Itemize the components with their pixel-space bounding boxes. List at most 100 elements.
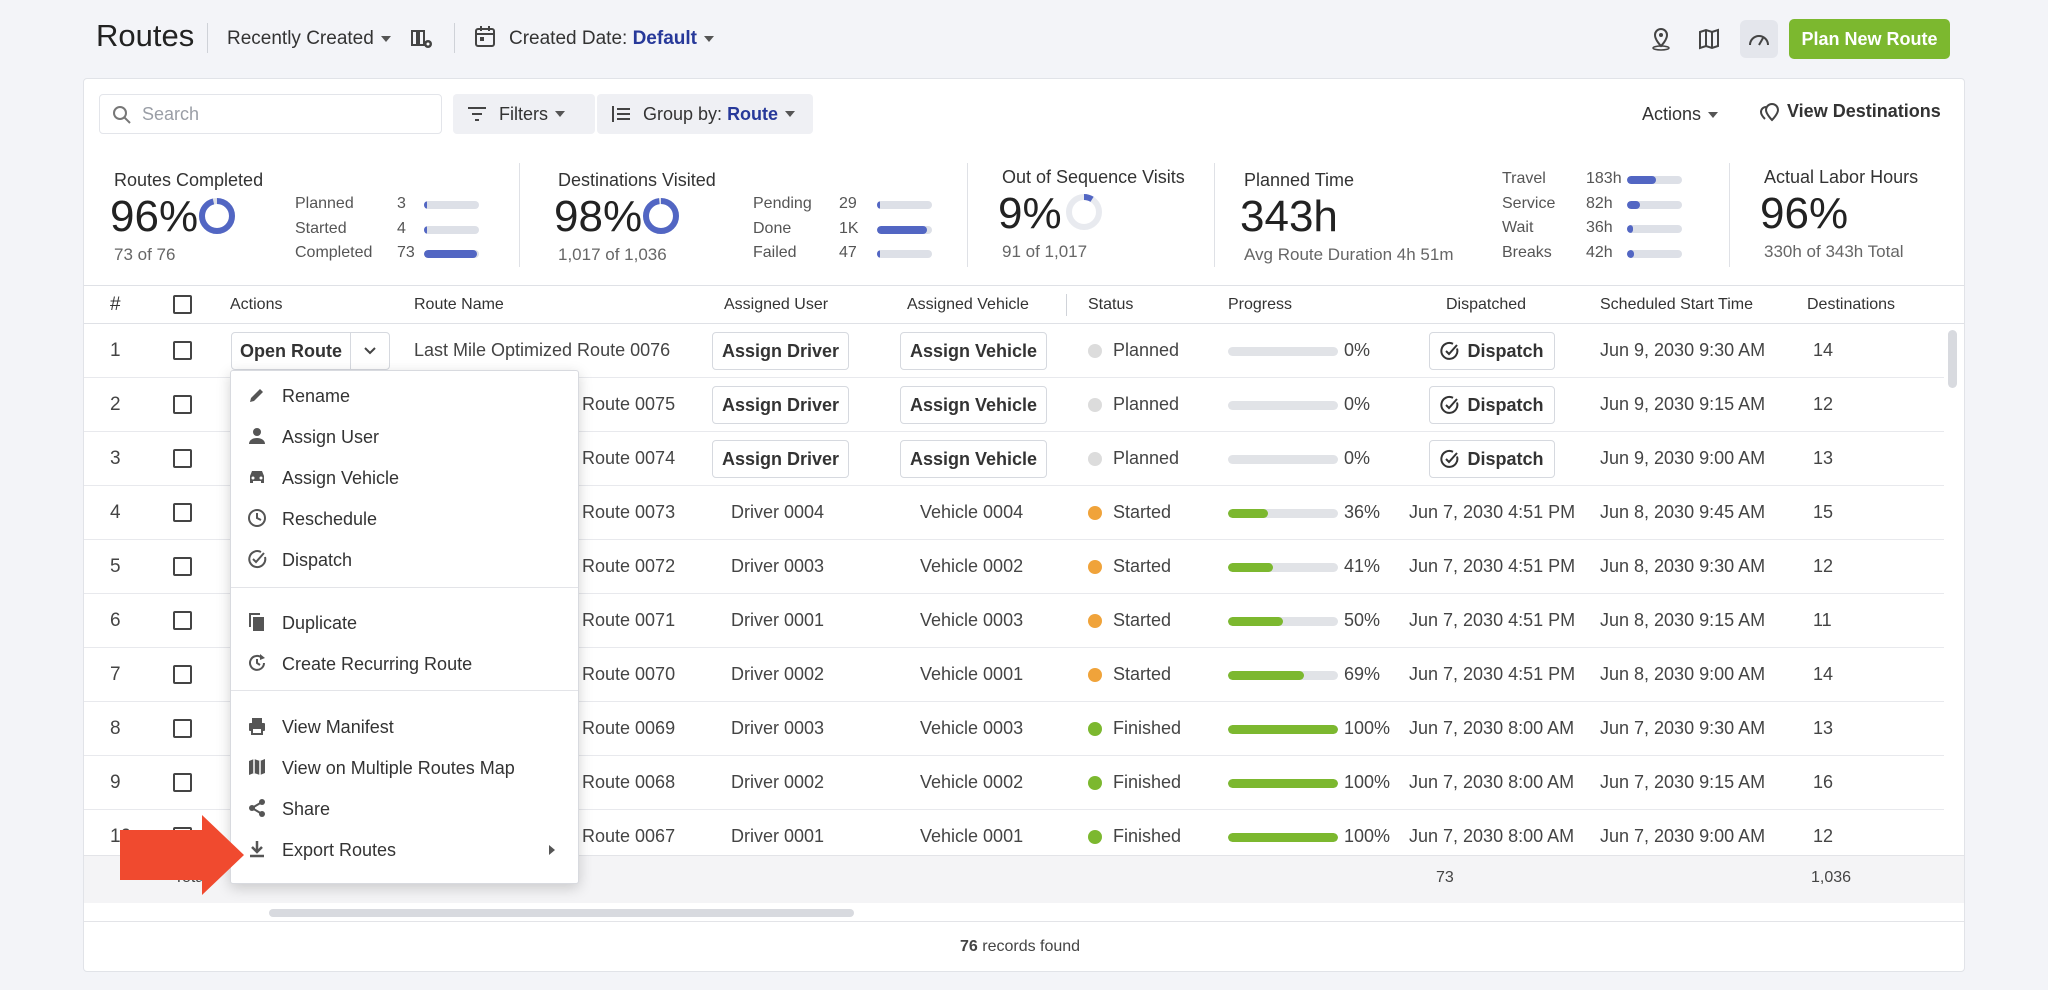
dispatched-time: Jun 7, 2030 4:51 PM	[1409, 502, 1576, 522]
column-header[interactable]: Progress	[1228, 296, 1293, 313]
plan-new-route-button[interactable]: Plan New Route	[1789, 19, 1950, 59]
stat-item-label: Started	[295, 219, 347, 237]
assign-driver-button[interactable]: Assign Driver	[712, 386, 849, 424]
dispatch-button[interactable]: Dispatch	[1429, 386, 1555, 424]
route-name[interactable]: Route 0071	[582, 610, 676, 630]
row-checkbox[interactable]	[173, 449, 192, 468]
stat-item-value: 3	[397, 195, 406, 212]
stat-item-bar-fill	[877, 225, 927, 234]
recurring-icon	[247, 653, 269, 675]
stat-item-bar	[1627, 249, 1682, 258]
stat-item-value: 1K	[839, 219, 859, 237]
menu-item-export-routes[interactable]: Export Routes	[231, 831, 578, 869]
assign-vehicle-button[interactable]: Assign Vehicle	[900, 440, 1047, 478]
column-header[interactable]: Destinations	[1807, 296, 1896, 313]
gauge-icon[interactable]	[1740, 20, 1778, 58]
assigned-user: Driver 0001	[731, 826, 825, 846]
records-number: 76	[960, 938, 978, 955]
table-row[interactable]: 3 Route 0074 Assign Driver Assign Vehicle Pl…	[84, 432, 1944, 486]
menu-item-view-on-multiple-routes-map[interactable]: View on Multiple Routes Map	[231, 749, 578, 787]
view-destinations-button[interactable]: View Destinations	[1759, 101, 1941, 122]
route-name[interactable]: Route 0073	[582, 502, 676, 522]
table-row[interactable]: 6 Route 0071 Driver 0001 Vehicle 0003 Starte…	[84, 594, 1944, 648]
menu-item-label: Assign User	[282, 427, 380, 447]
table-row[interactable]: 7 Route 0070 Driver 0002 Vehicle 0001 Starte…	[84, 648, 1944, 702]
menu-item-reschedule[interactable]: Reschedule	[231, 500, 578, 538]
row-checkbox[interactable]	[173, 773, 192, 792]
column-header[interactable]: Assigned User	[724, 296, 829, 313]
status-label: Started	[1113, 610, 1172, 630]
column-header[interactable]: Status	[1088, 296, 1134, 313]
dispatch-button[interactable]: Dispatch	[1429, 440, 1555, 478]
menu-item-view-manifest[interactable]: View Manifest	[231, 708, 578, 746]
submenu-arrow-icon	[549, 845, 555, 855]
route-name[interactable]: Route 0070	[582, 664, 676, 684]
route-actions-menu: Rename Assign User Assign Vehicle Reschedul…	[230, 370, 579, 884]
assigned-vehicle: Vehicle 0004	[920, 502, 1024, 522]
row-checkbox[interactable]	[173, 719, 192, 738]
assign-vehicle-button[interactable]: Assign Vehicle	[900, 332, 1047, 370]
assign-driver-button[interactable]: Assign Driver	[712, 332, 849, 370]
route-name[interactable]: Route 0074	[582, 448, 676, 468]
row-checkbox[interactable]	[173, 395, 192, 414]
table-row[interactable]: 5 Route 0072 Driver 0003 Vehicle 0002 Starte…	[84, 540, 1944, 594]
row-checkbox[interactable]	[173, 503, 192, 522]
column-header[interactable]: Dispatched	[1446, 296, 1527, 313]
route-name[interactable]: Route 0075	[582, 394, 676, 414]
assign-driver-button[interactable]: Assign Driver	[712, 440, 849, 478]
map-icon[interactable]	[1690, 20, 1728, 58]
assign-vehicle-button[interactable]: Assign Vehicle	[900, 386, 1047, 424]
dispatch-button[interactable]: Dispatch	[1429, 332, 1555, 370]
column-header[interactable]: Route Name	[414, 296, 504, 313]
dispatched-time: Jun 7, 2030 4:51 PM	[1409, 664, 1576, 684]
table-row[interactable]: 1 Last Mile Optimized Route 0076 Assign Dr…	[84, 324, 1944, 378]
progress-fill	[1228, 833, 1338, 842]
location-pin-icon[interactable]	[1642, 20, 1680, 58]
column-resizer[interactable]	[1066, 294, 1067, 316]
stat-title: Routes Completed	[114, 170, 264, 190]
row-checkbox[interactable]	[173, 557, 192, 576]
horizontal-scrollbar[interactable]	[269, 909, 854, 917]
table-row[interactable]: 4 Route 0073 Driver 0004 Vehicle 0004 Starte…	[84, 486, 1944, 540]
column-settings-icon[interactable]	[403, 20, 441, 58]
menu-item-rename[interactable]: Rename	[231, 377, 578, 415]
route-name[interactable]: Route 0069	[582, 718, 676, 738]
date-filter-dropdown[interactable]: Created Date: Default	[509, 28, 714, 50]
row-checkbox[interactable]	[173, 341, 192, 360]
sort-dropdown[interactable]: Recently Created	[227, 28, 391, 50]
vertical-scrollbar[interactable]	[1948, 330, 1957, 388]
filters-button[interactable]: Filters	[453, 94, 595, 134]
menu-item-assign-vehicle[interactable]: Assign Vehicle	[231, 459, 578, 497]
open-route-button[interactable]: Open Route	[240, 340, 342, 361]
assigned-vehicle: Vehicle 0002	[920, 556, 1024, 576]
route-name[interactable]: Route 0067	[582, 826, 676, 846]
row-checkbox[interactable]	[173, 611, 192, 630]
group-label: Group by:	[643, 103, 723, 124]
table-row[interactable]: 8 Route 0069 Driver 0003 Vehicle 0003 Finish…	[84, 702, 1944, 756]
menu-item-share[interactable]: Share	[231, 790, 578, 828]
stat-item-bar-fill	[424, 225, 428, 234]
route-name[interactable]: Last Mile Optimized Route 0076	[414, 340, 671, 360]
route-name[interactable]: Route 0068	[582, 772, 676, 792]
select-all-checkbox[interactable]	[173, 295, 192, 314]
progress-bar	[1228, 563, 1338, 572]
route-name[interactable]: Route 0072	[582, 556, 676, 576]
menu-item-duplicate[interactable]: Duplicate	[231, 604, 578, 642]
menu-item-assign-user[interactable]: Assign User	[231, 418, 578, 456]
row-checkbox[interactable]	[173, 665, 192, 684]
table-row[interactable]: 9 Route 0068 Driver 0002 Vehicle 0002 Finish…	[84, 756, 1944, 810]
group-value: Route	[727, 103, 779, 124]
assigned-user: Driver 0003	[731, 556, 825, 576]
menu-item-create-recurring-route[interactable]: Create Recurring Route	[231, 645, 578, 683]
check-circle-icon	[1440, 449, 1459, 468]
column-header[interactable]: Scheduled Start Time	[1600, 296, 1753, 313]
search-input[interactable]: Search	[99, 94, 442, 134]
actions-dropdown[interactable]: Actions	[1642, 104, 1719, 125]
stat-item-bar	[877, 250, 932, 258]
column-header[interactable]: Assigned Vehicle	[907, 296, 1029, 313]
open-route-dropdown[interactable]	[351, 347, 389, 355]
group-by-dropdown[interactable]: Group by: Route	[597, 94, 813, 134]
menu-item-dispatch[interactable]: Dispatch	[231, 541, 578, 579]
table-row[interactable]: 2 Route 0075 Assign Driver Assign Vehicle Pl…	[84, 378, 1944, 432]
